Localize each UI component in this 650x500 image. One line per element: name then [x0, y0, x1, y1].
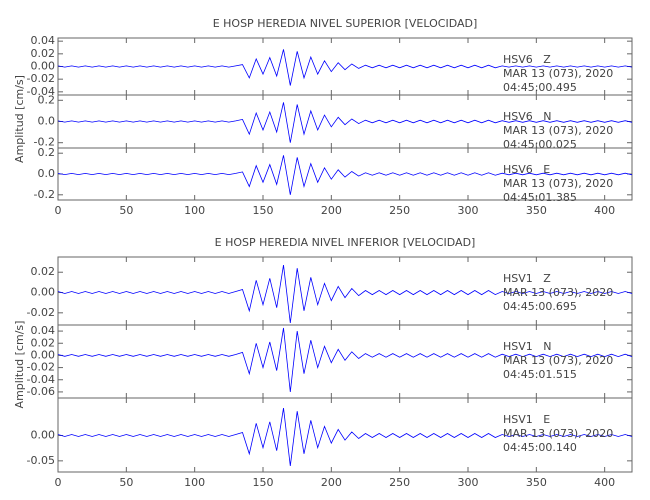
x-tick-label: 50	[119, 476, 133, 489]
waveform	[57, 49, 633, 86]
x-tick-label: 100	[184, 204, 205, 217]
y-tick-label: 0.04	[31, 34, 56, 47]
y-tick-label: -0.2	[34, 136, 55, 149]
y-tick-label: 0.02	[31, 265, 56, 278]
x-tick-label: 300	[458, 476, 479, 489]
x-tick-label: 100	[184, 476, 205, 489]
y-tick-label: -0.02	[27, 306, 55, 319]
panel-frame	[57, 397, 633, 473]
y-tick-label: -0.02	[27, 72, 55, 85]
y-tick-label: 0.2	[38, 146, 56, 159]
station-label: HSV6 N	[503, 110, 552, 123]
x-tick-label: 200	[321, 476, 342, 489]
x-tick-label: 250	[389, 204, 410, 217]
x-tick-label: 250	[389, 476, 410, 489]
station-label: HSV6 E	[503, 163, 550, 176]
time-label: 04:45:00.695	[503, 300, 577, 313]
station-label: HSV6 Z	[503, 53, 551, 66]
x-tick-label: 0	[55, 476, 62, 489]
waveform	[57, 327, 633, 392]
y-tick-label: 0.00	[31, 429, 56, 442]
date-label: MAR 13 (073), 2020	[503, 286, 613, 299]
y-tick-label: -0.04	[27, 85, 55, 98]
y-tick-label: 0.0	[38, 167, 56, 180]
y-axis-label: Amplitud [cm/s]	[13, 75, 26, 163]
station-label: HSV1 N	[503, 340, 552, 353]
y-tick-label: -0.05	[27, 454, 55, 467]
y-tick-label: -0.06	[27, 385, 55, 398]
x-tick-label: 400	[594, 204, 615, 217]
y-tick-label: 0.00	[31, 286, 56, 299]
date-label: MAR 13 (073), 2020	[503, 177, 613, 190]
y-axis-label: Amplitud [cm/s]	[13, 321, 26, 409]
waveform	[57, 265, 633, 324]
station-label: HSV1 Z	[503, 272, 551, 285]
y-tick-label: 0.00	[31, 60, 56, 73]
x-tick-label: 150	[253, 476, 274, 489]
date-label: MAR 13 (073), 2020	[503, 124, 613, 137]
date-label: MAR 13 (073), 2020	[503, 354, 613, 367]
date-label: MAR 13 (073), 2020	[503, 67, 613, 80]
y-tick-label: -0.04	[27, 373, 55, 386]
y-tick-label: 0.2	[38, 93, 56, 106]
date-label: MAR 13 (073), 2020	[503, 427, 613, 440]
x-tick-label: 150	[253, 204, 274, 217]
time-label: 04:45:00.495	[503, 81, 577, 94]
y-tick-label: 0.0	[38, 115, 56, 128]
x-tick-label: 350	[526, 204, 547, 217]
x-tick-label: 50	[119, 204, 133, 217]
time-label: 04:45:01.385	[503, 191, 577, 204]
time-label: 04:45:00.140	[503, 441, 577, 454]
y-tick-label: 0.02	[31, 336, 56, 349]
station-label: HSV1 E	[503, 413, 550, 426]
x-tick-label: 0	[55, 204, 62, 217]
time-label: 04:45:01.515	[503, 368, 577, 381]
chart-title: E HOSP HEREDIA NIVEL SUPERIOR [VELOCIDAD…	[213, 17, 478, 30]
x-tick-label: 350	[526, 476, 547, 489]
waveform	[57, 408, 633, 466]
waveform	[57, 155, 633, 195]
y-tick-label: -0.02	[27, 361, 55, 374]
waveform	[57, 102, 633, 143]
x-tick-label: 400	[594, 476, 615, 489]
x-tick-label: 300	[458, 204, 479, 217]
y-tick-label: 0.00	[31, 348, 56, 361]
y-tick-label: 0.02	[31, 47, 56, 60]
chart-title: E HOSP HEREDIA NIVEL INFERIOR [VELOCIDAD…	[215, 236, 476, 249]
time-label: 04:45:00.025	[503, 138, 577, 151]
y-tick-label: 0.04	[31, 324, 56, 337]
y-tick-label: -0.2	[34, 188, 55, 201]
x-tick-label: 200	[321, 204, 342, 217]
